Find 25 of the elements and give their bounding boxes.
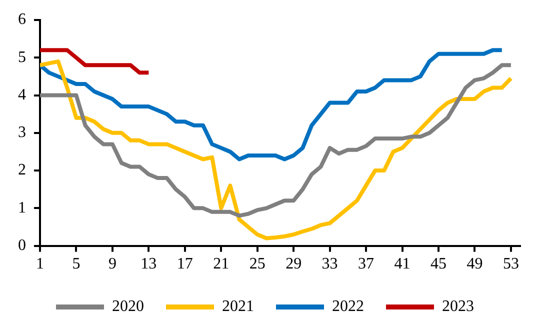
- y-tick-label: 2: [18, 162, 26, 179]
- y-tick-label: 3: [18, 124, 26, 142]
- y-tick-label: 5: [18, 48, 26, 66]
- x-tick-label: 25: [249, 256, 266, 273]
- y-tick-label: 0: [18, 237, 26, 254]
- x-tick-label: 41: [394, 256, 410, 273]
- x-tick-label: 21: [213, 256, 230, 273]
- legend-label: 2022: [332, 298, 364, 316]
- x-tick-label: 17: [176, 256, 193, 273]
- legend-label: 2023: [442, 298, 474, 316]
- y-tick-label: 6: [18, 11, 26, 28]
- x-tick-label: 13: [140, 256, 157, 273]
- x-tick-label: 5: [72, 256, 80, 273]
- x-tick-label: 53: [502, 256, 519, 273]
- legend-label: 2020: [112, 298, 144, 316]
- x-tick-label: 1: [36, 256, 44, 273]
- x-tick-label: 9: [108, 256, 116, 273]
- x-tick-label: 29: [286, 256, 302, 273]
- y-tick-label: 4: [18, 86, 26, 104]
- legend-label: 2021: [222, 298, 254, 316]
- x-tick-label: 37: [358, 256, 374, 273]
- x-tick-label: 33: [322, 256, 338, 273]
- x-tick-label: 49: [466, 256, 483, 273]
- y-tick-label: 1: [18, 199, 26, 216]
- x-tick-label: 45: [430, 256, 446, 273]
